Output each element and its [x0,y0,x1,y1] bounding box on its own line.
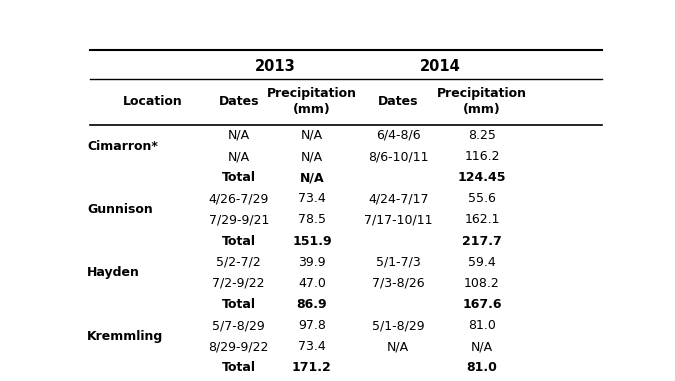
Text: 59.4: 59.4 [468,256,496,269]
Text: 7/3-8/26: 7/3-8/26 [372,277,425,290]
Text: 162.1: 162.1 [464,213,500,226]
Text: Gunnison: Gunnison [87,203,153,216]
Text: 171.2: 171.2 [292,361,332,375]
Text: Hayden: Hayden [87,266,140,279]
Text: 8/6-10/11: 8/6-10/11 [368,150,429,163]
Text: N/A: N/A [300,171,324,184]
Text: 4/24-7/17: 4/24-7/17 [368,192,429,205]
Text: 116.2: 116.2 [464,150,500,163]
Text: 5/1-8/29: 5/1-8/29 [372,319,425,332]
Text: 108.2: 108.2 [464,277,500,290]
Text: 2013: 2013 [255,59,296,74]
Text: 5/2-7/2: 5/2-7/2 [216,256,261,269]
Text: Total: Total [221,235,256,248]
Text: 86.9: 86.9 [296,298,327,311]
Text: 167.6: 167.6 [462,298,502,311]
Text: 151.9: 151.9 [292,235,331,248]
Text: 4/26-7/29: 4/26-7/29 [209,192,269,205]
Text: Cimarron*: Cimarron* [87,139,158,152]
Text: 7/2-9/22: 7/2-9/22 [213,277,265,290]
Text: 7/29-9/21: 7/29-9/21 [209,213,269,226]
Text: N/A: N/A [301,129,323,142]
Text: Total: Total [221,171,256,184]
Text: N/A: N/A [227,150,250,163]
Text: 217.7: 217.7 [462,235,502,248]
Text: Total: Total [221,361,256,375]
Text: 78.5: 78.5 [298,213,326,226]
Text: N/A: N/A [471,340,493,353]
Text: 5/7-8/29: 5/7-8/29 [213,319,265,332]
Text: Total: Total [221,298,256,311]
Text: 8.25: 8.25 [468,129,496,142]
Text: N/A: N/A [387,340,409,353]
Text: 5/1-7/3: 5/1-7/3 [376,256,421,269]
Text: 97.8: 97.8 [298,319,326,332]
Text: 8/29-9/22: 8/29-9/22 [209,340,269,353]
Text: N/A: N/A [301,150,323,163]
Text: Precipitation
(mm): Precipitation (mm) [267,87,357,116]
Text: 47.0: 47.0 [298,277,326,290]
Text: 39.9: 39.9 [298,256,326,269]
Text: Dates: Dates [378,95,418,108]
Text: Precipitation
(mm): Precipitation (mm) [437,87,527,116]
Text: 124.45: 124.45 [458,171,506,184]
Text: 55.6: 55.6 [468,192,496,205]
Text: 2014: 2014 [420,59,460,74]
Text: 6/4-8/6: 6/4-8/6 [376,129,421,142]
Text: Dates: Dates [219,95,259,108]
Text: 73.4: 73.4 [298,192,326,205]
Text: 73.4: 73.4 [298,340,326,353]
Text: Kremmling: Kremmling [87,330,163,343]
Text: 81.0: 81.0 [466,361,497,375]
Text: Location: Location [122,95,182,108]
Text: 81.0: 81.0 [468,319,496,332]
Text: N/A: N/A [227,129,250,142]
Text: 7/17-10/11: 7/17-10/11 [364,213,433,226]
